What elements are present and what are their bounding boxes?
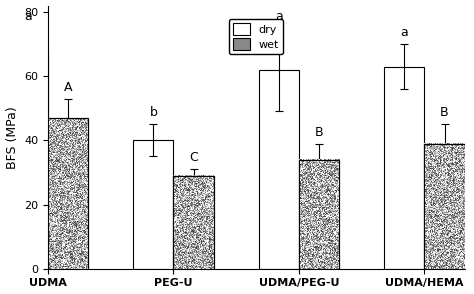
Bar	[299, 160, 339, 269]
Bar	[48, 118, 88, 269]
Bar	[173, 176, 214, 269]
Legend: dry, wet: dry, wet	[228, 19, 283, 54]
Bar	[424, 143, 465, 269]
Text: a: a	[275, 10, 283, 23]
Y-axis label: BFS (MPa): BFS (MPa)	[6, 106, 18, 168]
Text: B: B	[315, 126, 323, 139]
Bar	[48, 118, 88, 269]
Bar	[259, 70, 299, 269]
Text: a: a	[24, 10, 32, 23]
Text: a: a	[401, 26, 408, 39]
Text: A: A	[64, 81, 73, 94]
Bar	[173, 176, 214, 269]
Text: B: B	[440, 106, 449, 119]
Bar	[424, 143, 465, 269]
Text: C: C	[189, 151, 198, 164]
Text: b: b	[149, 106, 157, 119]
Bar	[133, 140, 173, 269]
Bar	[384, 66, 424, 269]
Bar	[8, 51, 48, 269]
Bar	[299, 160, 339, 269]
